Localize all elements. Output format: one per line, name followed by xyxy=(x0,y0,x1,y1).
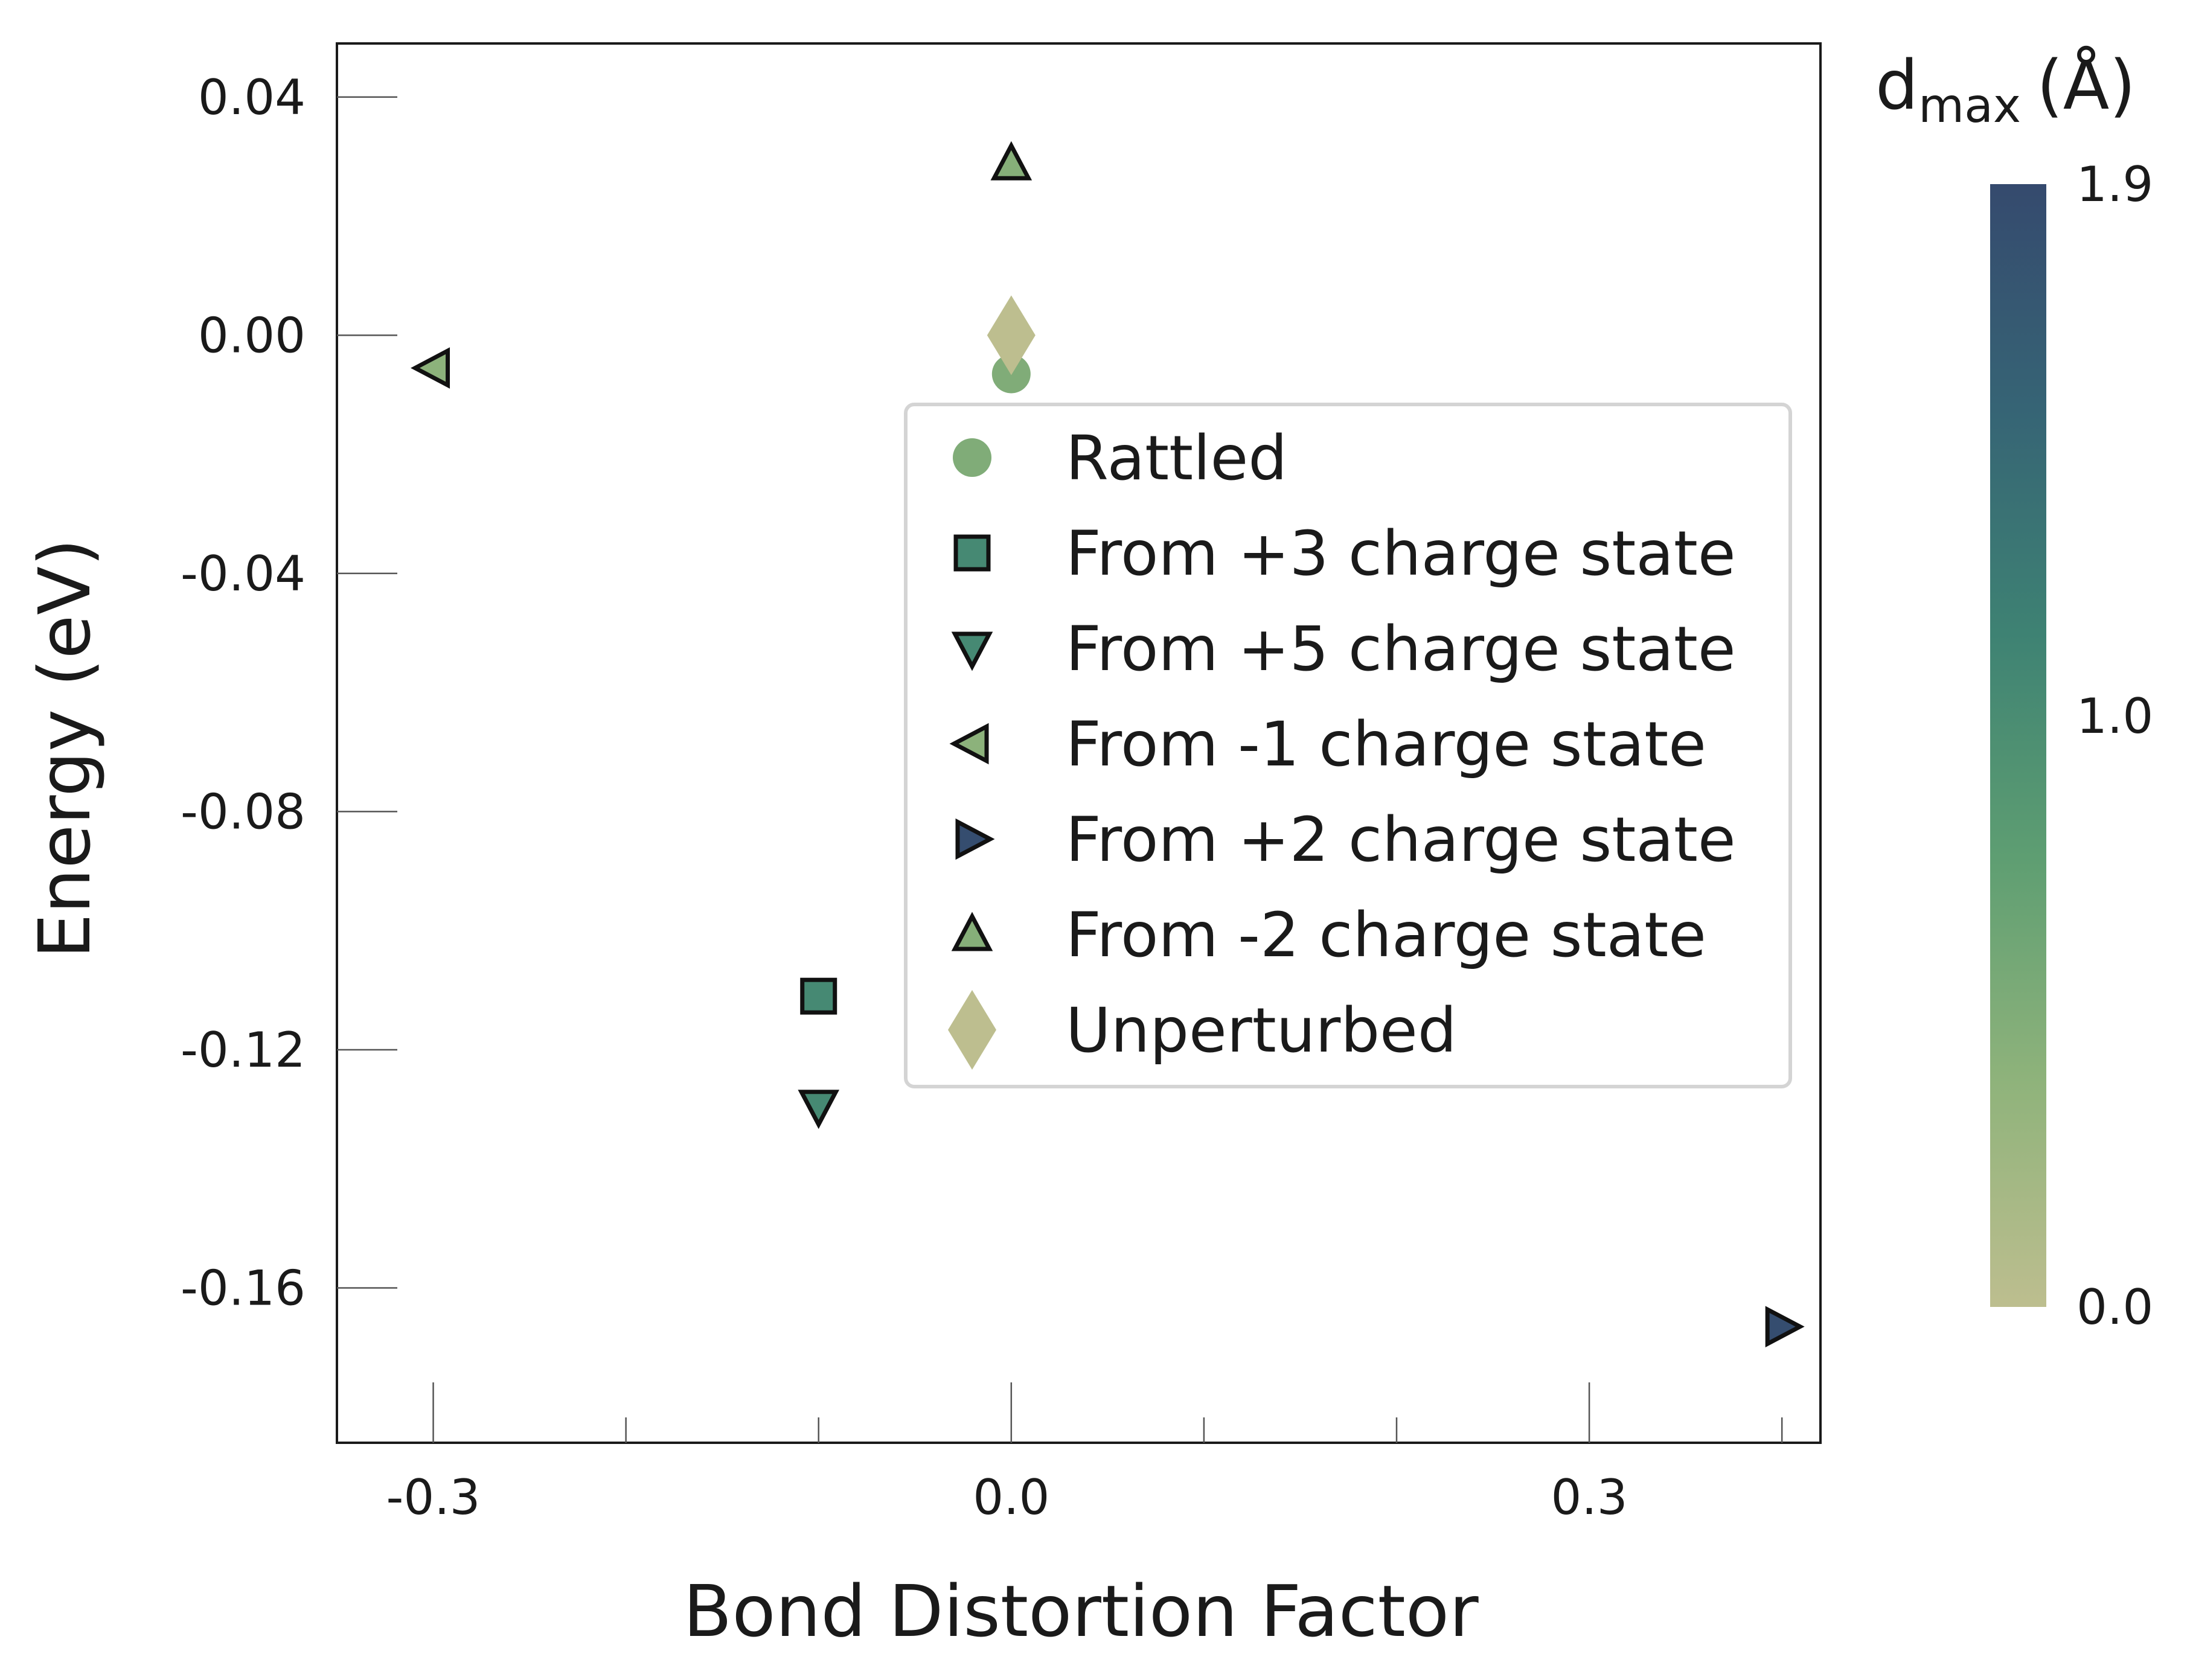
colorbar-title-unit: (Å) xyxy=(2037,46,2136,125)
legend-marker-square xyxy=(953,534,991,572)
legend-marker-triangle-up xyxy=(951,912,993,951)
plot-frame xyxy=(336,42,1822,1444)
legend-marker-triangle-left xyxy=(949,723,989,765)
colorbar-title-main: d xyxy=(1875,46,1918,125)
data-point-triangle-right xyxy=(1765,1306,1805,1347)
y-tick-label: -0.08 xyxy=(181,784,306,840)
legend-marker-triangle-right xyxy=(955,818,995,860)
legend-label: From +5 charge state xyxy=(1066,613,1736,685)
legend-label: From -2 charge state xyxy=(1066,899,1706,971)
x-tick-label: 0.3 xyxy=(1551,1469,1627,1525)
x-tick-label: 0.0 xyxy=(973,1469,1049,1525)
legend-marker-circle xyxy=(953,438,991,477)
data-point-triangle-down xyxy=(798,1090,840,1129)
colorbar: 0.0 1.0 1.9 xyxy=(1990,156,2153,1335)
legend-label: From +2 charge state xyxy=(1066,804,1736,876)
data-point-diamond xyxy=(987,295,1036,375)
colorbar-tick-label: 1.0 xyxy=(2076,688,2153,744)
colorbar-tick-label: 1.9 xyxy=(2076,156,2153,212)
legend: Rattled From +3 charge state From +5 charg… xyxy=(904,403,1792,1088)
colorbar-bar xyxy=(1990,184,2046,1307)
legend-label: Rattled xyxy=(1066,423,1287,494)
x-axis-title: Bond Distortion Factor xyxy=(683,1570,1479,1653)
colorbar-tick-label: 0.0 xyxy=(2076,1279,2153,1335)
y-tick-label: -0.12 xyxy=(181,1022,306,1078)
y-axis-title: Energy (eV) xyxy=(23,538,106,959)
legend-box xyxy=(904,403,1792,1088)
legend-label: From +3 charge state xyxy=(1066,518,1736,590)
legend-label: From -1 charge state xyxy=(1066,709,1706,781)
y-tick-label: 0.04 xyxy=(198,69,306,126)
x-axis: -0.3 0.0 0.3 xyxy=(386,1382,1783,1525)
x-tick-label: -0.3 xyxy=(386,1469,480,1525)
legend-marker-triangle-down xyxy=(951,631,993,671)
legend-marker-diamond xyxy=(948,990,996,1070)
data-point-triangle-up xyxy=(990,141,1033,180)
plot-area xyxy=(336,42,1822,1444)
y-axis: 0.04 0.00 -0.04 -0.08 -0.12 -0.16 xyxy=(181,69,397,1317)
y-tick-label: -0.16 xyxy=(181,1260,306,1317)
data-points xyxy=(411,141,1805,1347)
y-tick-label: -0.04 xyxy=(181,546,306,602)
y-tick-label: 0.00 xyxy=(198,307,306,363)
data-point-square xyxy=(800,977,837,1015)
legend-label: Unperturbed xyxy=(1066,995,1457,1067)
data-point-triangle-left xyxy=(411,347,450,389)
colorbar-title-sub: max xyxy=(1918,79,2021,133)
colorbar-title: dmax (Å) xyxy=(1875,46,2136,133)
